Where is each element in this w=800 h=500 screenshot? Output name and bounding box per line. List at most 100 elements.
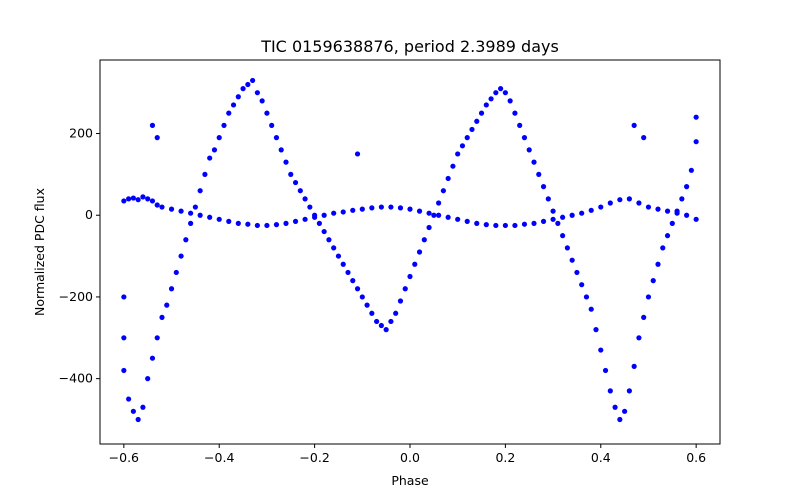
x-tick-label: −0.6 bbox=[109, 450, 139, 465]
data-point bbox=[588, 207, 594, 213]
data-point bbox=[130, 195, 136, 201]
data-point bbox=[464, 218, 470, 224]
data-point bbox=[550, 216, 556, 222]
data-point bbox=[574, 269, 580, 276]
data-point bbox=[493, 222, 499, 229]
chart-title: TIC 0159638876, period 2.3989 days bbox=[260, 37, 559, 56]
data-point bbox=[450, 163, 456, 169]
data-point bbox=[312, 212, 318, 218]
data-point bbox=[269, 122, 275, 128]
data-point bbox=[502, 222, 508, 229]
data-point bbox=[383, 327, 389, 333]
data-point bbox=[645, 294, 652, 300]
data-point bbox=[273, 222, 280, 228]
x-tick-label: 0.4 bbox=[591, 450, 611, 465]
data-point bbox=[216, 135, 222, 141]
data-point bbox=[264, 222, 270, 229]
data-point bbox=[684, 184, 690, 190]
data-point bbox=[607, 388, 613, 394]
data-point bbox=[288, 171, 294, 177]
data-point bbox=[226, 218, 232, 224]
data-point bbox=[507, 98, 513, 104]
data-point bbox=[550, 208, 556, 214]
data-point bbox=[421, 237, 427, 243]
data-point bbox=[660, 245, 666, 251]
data-point bbox=[512, 222, 518, 229]
data-point bbox=[626, 388, 632, 394]
data-point bbox=[197, 212, 203, 218]
data-point bbox=[283, 220, 289, 226]
data-point bbox=[602, 367, 609, 374]
data-point bbox=[593, 327, 599, 333]
data-point bbox=[192, 204, 198, 210]
y-tick-label: 200 bbox=[69, 126, 93, 141]
data-point bbox=[302, 216, 308, 222]
data-point bbox=[359, 206, 365, 212]
data-point bbox=[545, 196, 551, 202]
data-point bbox=[240, 86, 246, 92]
data-point bbox=[292, 218, 299, 224]
data-point bbox=[121, 367, 127, 374]
data-point bbox=[259, 98, 265, 104]
data-point bbox=[273, 135, 280, 141]
data-point bbox=[631, 363, 637, 369]
data-point bbox=[135, 416, 141, 423]
data-point bbox=[517, 122, 523, 128]
data-point bbox=[483, 102, 489, 108]
data-point bbox=[607, 200, 613, 206]
data-point bbox=[641, 135, 647, 141]
data-point bbox=[388, 318, 394, 325]
y-axis-label: Normalized PDC flux bbox=[32, 188, 47, 316]
data-point bbox=[645, 204, 652, 210]
data-point bbox=[226, 110, 232, 116]
data-point bbox=[416, 208, 423, 214]
data-point bbox=[521, 221, 528, 227]
data-point bbox=[369, 205, 375, 211]
x-axis-ticks: −0.6 −0.4 −0.2 0.0 0.2 0.4 0.6 bbox=[109, 444, 706, 465]
data-point bbox=[207, 214, 213, 220]
data-point bbox=[178, 208, 184, 214]
data-point bbox=[316, 220, 322, 226]
data-point bbox=[459, 143, 466, 149]
data-point bbox=[297, 188, 303, 194]
data-point bbox=[178, 253, 184, 259]
data-point bbox=[350, 278, 356, 284]
data-point bbox=[617, 197, 623, 203]
data-point bbox=[364, 302, 370, 308]
data-point bbox=[149, 198, 156, 204]
data-point bbox=[474, 118, 480, 124]
data-point bbox=[130, 408, 136, 414]
data-point bbox=[540, 218, 547, 224]
data-point bbox=[145, 376, 151, 382]
y-tick-label: −200 bbox=[59, 289, 93, 304]
data-point bbox=[154, 202, 160, 208]
data-point bbox=[407, 206, 413, 212]
data-point bbox=[154, 135, 160, 141]
data-point bbox=[126, 396, 132, 402]
data-point bbox=[684, 212, 690, 218]
data-point bbox=[598, 204, 604, 210]
x-tick-label: −0.2 bbox=[299, 450, 329, 465]
data-point bbox=[521, 135, 528, 141]
data-point bbox=[221, 122, 227, 128]
data-point bbox=[188, 220, 194, 226]
data-point bbox=[488, 96, 494, 102]
data-point bbox=[121, 198, 127, 204]
data-point bbox=[159, 204, 165, 210]
data-point bbox=[121, 335, 127, 341]
data-point bbox=[636, 335, 642, 341]
data-point bbox=[569, 212, 575, 218]
data-point bbox=[321, 228, 327, 235]
data-point bbox=[431, 212, 437, 218]
data-point bbox=[636, 200, 642, 206]
data-point bbox=[335, 253, 342, 259]
data-point bbox=[583, 294, 590, 300]
x-axis-label: Phase bbox=[391, 473, 429, 488]
data-point bbox=[674, 208, 680, 214]
data-point bbox=[378, 204, 384, 210]
data-point bbox=[264, 110, 270, 116]
x-tick-label: 0.2 bbox=[495, 450, 515, 465]
data-point bbox=[631, 122, 637, 128]
data-point bbox=[254, 222, 260, 229]
